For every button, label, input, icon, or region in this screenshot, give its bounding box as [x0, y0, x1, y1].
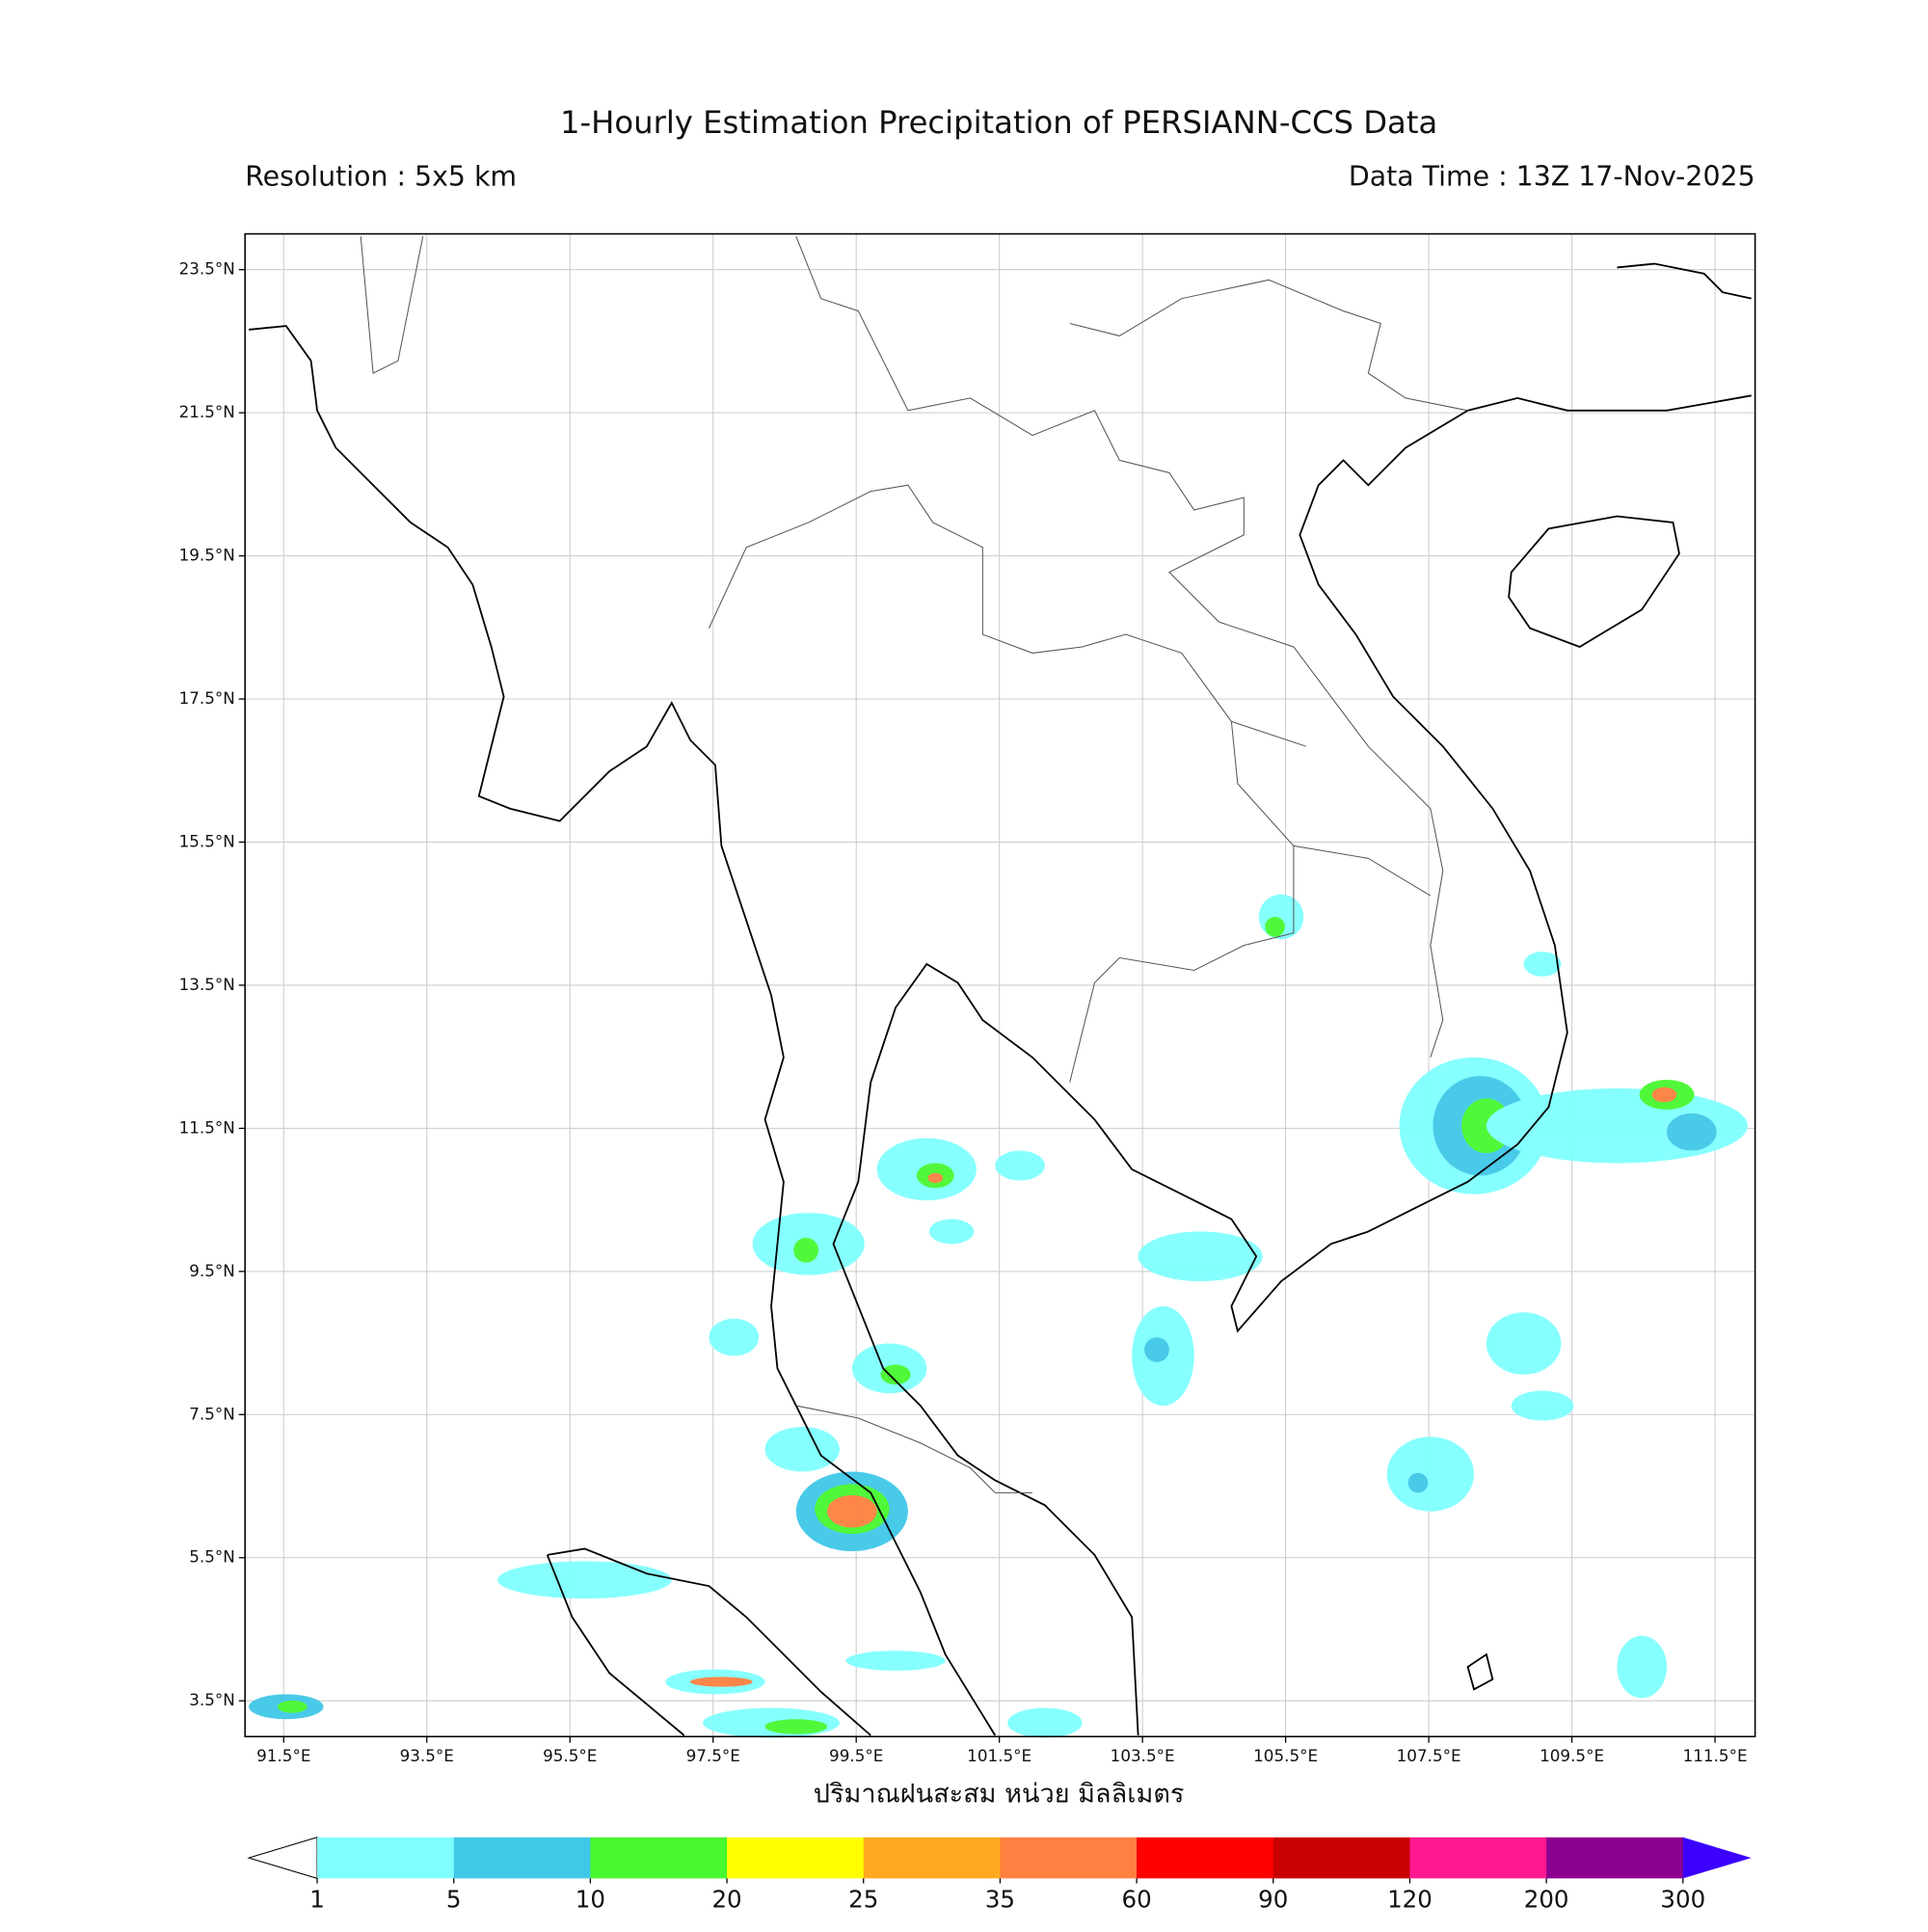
colorbar-segment — [453, 1837, 592, 1879]
y-tick-label: 7.5°N — [189, 1404, 235, 1423]
colorbar-tick-label: 20 — [711, 1886, 741, 1914]
colorbar-segment — [590, 1837, 728, 1879]
resolution: Resolution : 5x5 km — [245, 161, 517, 193]
x-axis-label: ปริมาณฝนสะสม หน่วย มิลลิเมตร — [814, 1779, 1185, 1809]
colorbar-extend-low — [247, 1837, 318, 1880]
y-tick-label: 15.5°N — [179, 831, 235, 850]
thailand-border — [709, 484, 1295, 1493]
x-tick-label: 91.5°E — [256, 1746, 310, 1765]
x-tick-label: 105.5°E — [1253, 1746, 1318, 1765]
colorbar-tick-label: 120 — [1387, 1886, 1433, 1914]
coastline-gulf — [832, 394, 1752, 1736]
colorbar-segment — [1409, 1837, 1547, 1879]
x-tick-label: 103.5°E — [1111, 1746, 1175, 1765]
colorbar-segment — [1272, 1837, 1411, 1879]
colorbar: 1 5 10 20 25 35 60 90 120 200 300 — [247, 1837, 1752, 1914]
x-tick-label: 95.5°E — [543, 1746, 597, 1765]
x-tick-label: 99.5°E — [829, 1746, 883, 1765]
y-tick-label: 17.5°N — [179, 688, 235, 708]
country-borders — [360, 235, 1468, 1058]
x-tick-label: 97.5°E — [686, 1746, 740, 1765]
y-tick-label: 9.5°N — [189, 1261, 235, 1280]
colorbar-tick-label: 1 — [309, 1886, 325, 1914]
colorbar-segment — [1137, 1837, 1274, 1879]
y-tick-label: 19.5°N — [179, 546, 235, 565]
x-tick-label: 107.5°E — [1397, 1746, 1461, 1765]
borneo — [1466, 1652, 1494, 1691]
rain — [249, 894, 1748, 1738]
x-tick-label: 101.5°E — [967, 1746, 1031, 1765]
colorbar-tick-label: 10 — [576, 1886, 605, 1914]
colorbar-tick-label: 35 — [985, 1886, 1015, 1914]
colorbar-segment — [1000, 1837, 1138, 1879]
y-tick-label: 13.5°N — [179, 975, 235, 994]
colorbar-extend-high — [1682, 1837, 1752, 1879]
x-tick-label: 93.5°E — [400, 1746, 454, 1765]
colorbar-tick-label: 60 — [1122, 1886, 1152, 1914]
sumatra — [546, 1547, 871, 1736]
colorbar-tick-label: 90 — [1258, 1886, 1288, 1914]
colorbar-tick-label: 200 — [1524, 1886, 1569, 1914]
title: 1-Hourly Estimation Precipitation of PER… — [560, 104, 1437, 141]
x-tick-label: 109.5°E — [1540, 1746, 1604, 1765]
colorbar-segment — [317, 1837, 455, 1879]
y-tick-label: 5.5°N — [189, 1547, 235, 1567]
colorbar-tick-label: 25 — [848, 1886, 878, 1914]
y-tick-label: 21.5°N — [179, 402, 235, 421]
colorbar-segment — [727, 1837, 865, 1879]
coastline-south-china — [1617, 262, 1752, 300]
colorbar-segment — [863, 1837, 1002, 1879]
data-time: Data Time : 13Z 17-Nov-2025 — [1349, 161, 1755, 193]
y-tick-label: 3.5°N — [189, 1690, 235, 1709]
colorbar-tick-label: 5 — [446, 1886, 462, 1914]
map-shapes — [248, 235, 1752, 1738]
colorbar-segment — [1546, 1837, 1684, 1879]
y-tick-label: 23.5°N — [179, 259, 235, 279]
coastline-west — [248, 325, 997, 1736]
hainan — [1508, 515, 1680, 648]
colorbar-tick-label: 300 — [1660, 1886, 1705, 1914]
x-tick-label: 111.5°E — [1683, 1746, 1748, 1765]
axes: 91.5°E 93.5°E 95.5°E 97.5°E 99.5°E 101.5°E 103… — [179, 259, 1748, 1765]
y-tick-label: 11.5°N — [179, 1117, 235, 1137]
grid — [245, 233, 1755, 1737]
